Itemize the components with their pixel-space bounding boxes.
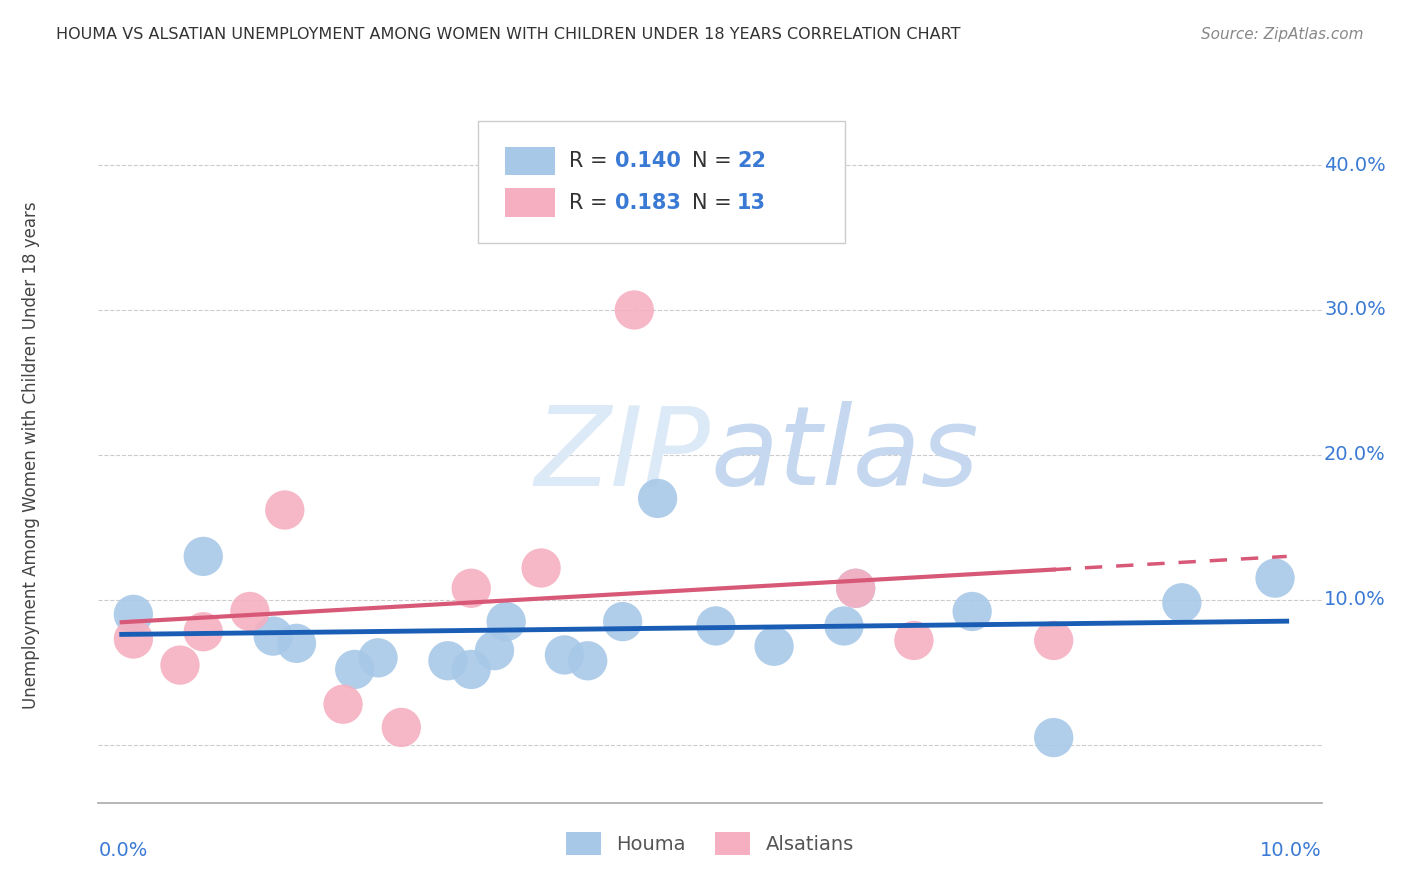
Text: 0.183: 0.183 <box>614 193 681 213</box>
Point <box>239 605 262 619</box>
Point <box>553 648 575 662</box>
Point <box>647 491 669 506</box>
Text: 13: 13 <box>737 193 766 213</box>
Point <box>193 549 215 564</box>
Text: N =: N = <box>692 152 738 171</box>
Legend: Houma, Alsatians: Houma, Alsatians <box>558 824 862 863</box>
Text: 0.0%: 0.0% <box>98 841 148 860</box>
Text: 10.0%: 10.0% <box>1260 841 1322 860</box>
Point <box>389 721 412 735</box>
Text: Unemployment Among Women with Children Under 18 years: Unemployment Among Women with Children U… <box>22 201 41 709</box>
FancyBboxPatch shape <box>478 121 845 243</box>
Point <box>437 654 460 668</box>
Point <box>612 615 634 629</box>
Point <box>845 582 868 596</box>
Point <box>530 561 553 575</box>
Point <box>332 698 354 712</box>
Point <box>845 582 868 596</box>
Point <box>495 615 517 629</box>
Text: ZIP: ZIP <box>534 401 710 508</box>
Point <box>193 624 215 639</box>
Point <box>903 633 925 648</box>
Point <box>169 658 191 673</box>
Point <box>704 619 727 633</box>
Point <box>262 629 284 643</box>
Text: 22: 22 <box>737 152 766 171</box>
Point <box>832 619 855 633</box>
Point <box>122 607 145 622</box>
Point <box>460 662 482 676</box>
Text: Source: ZipAtlas.com: Source: ZipAtlas.com <box>1201 27 1364 42</box>
Text: HOUMA VS ALSATIAN UNEMPLOYMENT AMONG WOMEN WITH CHILDREN UNDER 18 YEARS CORRELAT: HOUMA VS ALSATIAN UNEMPLOYMENT AMONG WOM… <box>56 27 960 42</box>
Text: 30.0%: 30.0% <box>1324 301 1386 319</box>
Point <box>1042 633 1064 648</box>
Point <box>576 654 599 668</box>
Text: N =: N = <box>692 193 738 213</box>
Text: atlas: atlas <box>710 401 979 508</box>
Point <box>1042 731 1064 745</box>
Point <box>960 605 983 619</box>
FancyBboxPatch shape <box>505 146 555 175</box>
Point <box>343 662 366 676</box>
Text: 10.0%: 10.0% <box>1324 591 1386 609</box>
Point <box>484 643 506 657</box>
Point <box>285 636 308 650</box>
Point <box>460 582 482 596</box>
FancyBboxPatch shape <box>505 188 555 217</box>
Point <box>122 632 145 646</box>
Point <box>763 639 786 653</box>
Point <box>1171 596 1194 610</box>
Point <box>623 303 645 318</box>
Point <box>274 503 297 517</box>
Text: 40.0%: 40.0% <box>1324 155 1386 175</box>
Text: 0.140: 0.140 <box>614 152 681 171</box>
Text: R =: R = <box>569 152 614 171</box>
Text: 20.0%: 20.0% <box>1324 445 1386 465</box>
Text: R =: R = <box>569 193 614 213</box>
Point <box>367 651 389 665</box>
Point <box>1264 571 1286 585</box>
